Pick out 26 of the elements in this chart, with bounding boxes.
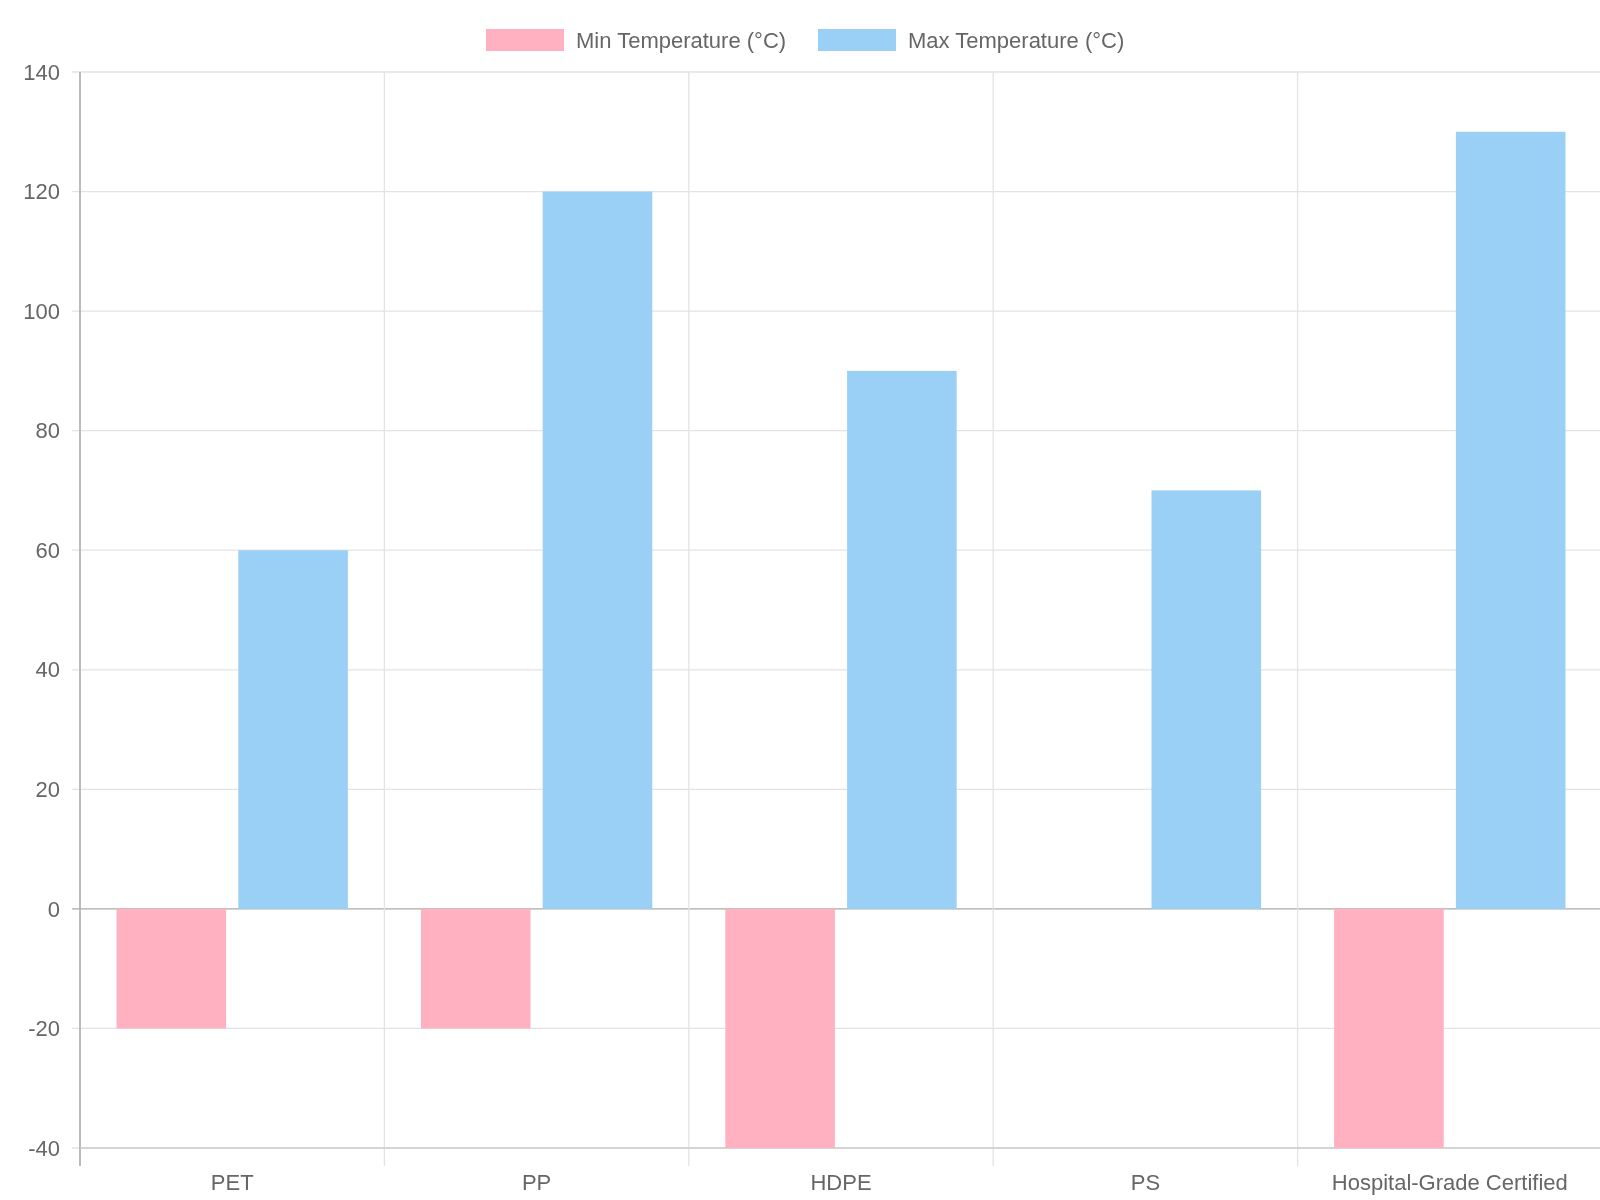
bar (1151, 490, 1262, 909)
y-tick-label: 100 (23, 298, 60, 324)
x-tick-label: PS (1130, 1170, 1161, 1195)
legend-label: Max Temperature (°C) (908, 27, 1125, 53)
x-tick-label: PET (210, 1170, 254, 1195)
bar (116, 908, 227, 1029)
bar (238, 550, 348, 909)
bar (420, 908, 531, 1029)
bar (1334, 908, 1444, 1148)
bar (847, 370, 957, 909)
y-tick-label: 0 (47, 896, 60, 922)
bar (1455, 131, 1566, 909)
bar (542, 191, 653, 909)
y-tick-label: 20 (35, 777, 60, 803)
y-tick-label: 80 (35, 418, 60, 444)
bar (725, 908, 835, 1148)
x-tick-label: HDPE (810, 1170, 872, 1195)
x-tick-label: PP (521, 1170, 552, 1195)
y-tick-label: 40 (35, 657, 60, 683)
y-tick-label: 120 (23, 179, 60, 205)
y-tick-label: 60 (35, 537, 60, 563)
x-tick-label: Hospital-Grade Certified (1331, 1170, 1568, 1195)
y-tick-label: -40 (28, 1135, 60, 1161)
legend-label: Min Temperature (°C) (576, 27, 787, 53)
y-tick-label: 140 (23, 59, 60, 85)
y-tick-label: -20 (28, 1016, 60, 1042)
